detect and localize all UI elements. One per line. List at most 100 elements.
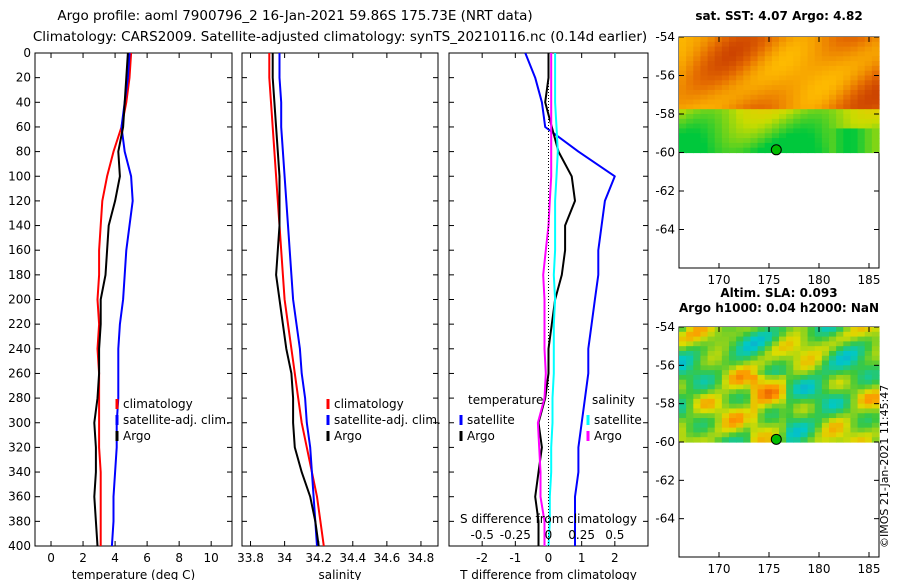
sla-map-cell (771, 370, 780, 376)
sst-map-cell (707, 142, 716, 149)
sst-map-cell (779, 104, 787, 110)
sst-map-cell (850, 104, 859, 110)
sla-map-cell (771, 422, 780, 429)
sla-map-cell (871, 403, 880, 410)
sst-map-cell (850, 128, 859, 134)
sst-map-cell (736, 94, 744, 101)
sst-map-cell (757, 133, 766, 139)
sst-map-cell (857, 75, 866, 81)
sst-map-cell (714, 109, 723, 115)
sst-map-cell (771, 37, 780, 43)
sst-map-cell (850, 94, 859, 101)
sst-map-cell (700, 65, 709, 72)
sla-map-cell (793, 370, 802, 376)
sst-map-cell (729, 128, 737, 134)
sst-map-cell (793, 147, 802, 154)
sst-map-cell (757, 128, 766, 134)
sst-map-cell (743, 142, 752, 149)
sst-map-cell (714, 147, 723, 154)
sla-map-cell (871, 355, 880, 362)
sla-map-cell (743, 398, 752, 405)
sst-map-cell (864, 133, 873, 139)
sla-map-cell (707, 394, 716, 400)
sla-map-cell (871, 360, 880, 366)
sst-map-cell (764, 80, 773, 86)
sla-map-cell (686, 389, 694, 395)
sst-map-cell (793, 46, 802, 53)
sla-map-cell (807, 432, 816, 438)
sla-map-cell (729, 384, 737, 390)
sla-map-cell (686, 365, 694, 371)
sla-map-cell (736, 346, 744, 352)
sst-map-cell (736, 99, 744, 105)
sst-map-cell (843, 85, 852, 91)
sla-map-cell (871, 336, 880, 342)
sla-map-cell (707, 350, 716, 357)
sst-map-cell (700, 94, 709, 101)
sst-map-cell (700, 104, 709, 110)
sla-map-float-marker (770, 433, 782, 445)
sst-map-cell (821, 56, 830, 62)
sla-map-cell (736, 336, 744, 342)
sla-map-ytick-label: -60 (655, 435, 675, 449)
sst-map-cell (829, 128, 837, 134)
sla-map-cell (686, 331, 694, 338)
sst-map-cell (721, 80, 730, 86)
difference-x2tick-label: -0.25 (500, 528, 531, 542)
sst-map-cell (736, 56, 744, 62)
sla-map-cell (700, 398, 709, 405)
sst-map-cell (793, 94, 802, 101)
sla-map-cell (807, 422, 816, 429)
sla-map-cell (821, 427, 830, 434)
sst-map-cell (686, 61, 694, 67)
sla-map-cell (729, 360, 737, 366)
sst-map-cell (843, 128, 852, 134)
sla-map-cell (800, 350, 809, 357)
sla-map-cell (793, 394, 802, 400)
sla-map-cell (707, 346, 716, 352)
sla-map-cell (750, 374, 759, 381)
sst-map-cell (764, 123, 773, 130)
sla-map-cell (843, 336, 852, 342)
sst-map-cell (800, 46, 809, 53)
sst-map-cell (793, 133, 802, 139)
sla-map-cell (757, 398, 766, 405)
sla-map-cell (779, 384, 787, 390)
sla-map-cell (779, 398, 787, 405)
sla-map-cell (721, 327, 730, 333)
sst-map-cell (750, 99, 759, 105)
sst-map-cell (714, 104, 723, 110)
salinity-xtick-label: 34.4 (339, 551, 366, 565)
sst-map-cell (786, 142, 794, 149)
sla-map-cell (829, 346, 837, 352)
sst-map-cell (850, 118, 859, 125)
sla-map-cell (721, 403, 730, 410)
salinity-series-satellite-adj-clim- (278, 53, 318, 546)
salinity-xtick-label: 34.2 (305, 551, 332, 565)
sla-map-cell (721, 341, 730, 347)
sst-map-cell (693, 65, 702, 72)
sst-map-cell (764, 114, 773, 120)
sla-map-cell (836, 437, 844, 443)
sla-map-cell (693, 437, 702, 443)
sst-map-cell (779, 94, 787, 101)
sla-map-cell (693, 422, 702, 429)
sst-map-cell (850, 85, 859, 91)
sla-map-cell (714, 398, 723, 405)
sla-map-cell (807, 384, 816, 390)
sla-map-cell (843, 341, 852, 347)
sst-map-cell (743, 80, 752, 86)
sla-map-cell (736, 408, 744, 414)
sla-map-cell (843, 394, 852, 400)
sst-map-cell (721, 61, 730, 67)
sst-map-cell (757, 41, 766, 48)
sst-map-cell (857, 147, 866, 154)
sla-map-cell (743, 379, 752, 386)
sst-map-cell (829, 75, 837, 81)
sla-map-cell (736, 432, 744, 438)
sla-map-cell (757, 408, 766, 414)
sst-map-cell (814, 51, 823, 57)
sla-map-cell (736, 370, 744, 376)
sst-map-cell (857, 46, 866, 53)
sst-map-cell (871, 80, 880, 86)
